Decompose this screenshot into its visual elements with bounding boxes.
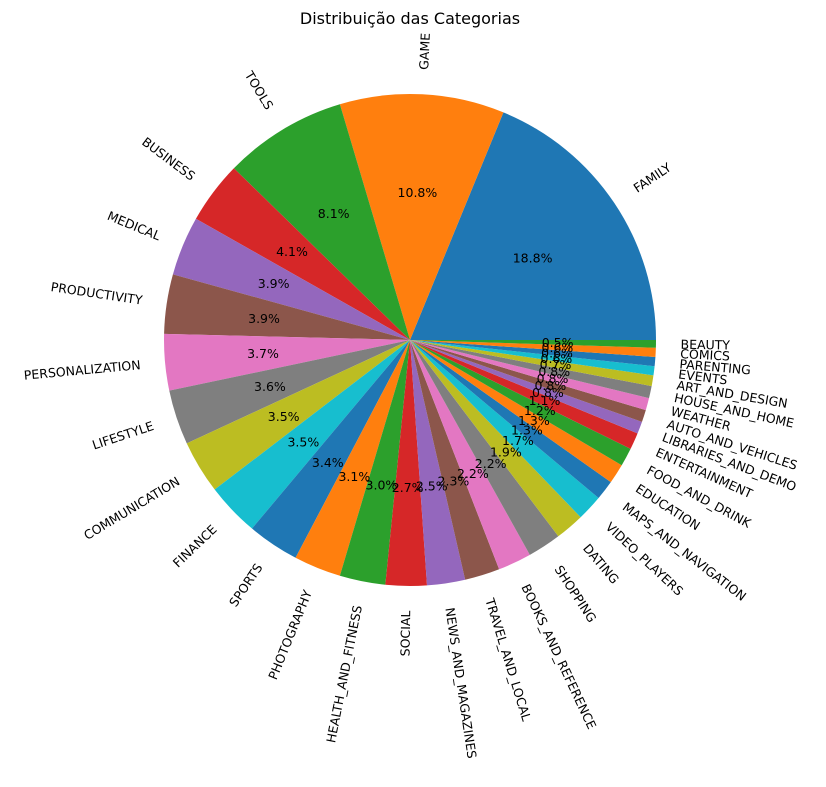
percent-label-food-and-drink: 1.2% bbox=[524, 403, 556, 418]
slice-libraries-and-demo bbox=[410, 340, 642, 434]
slice-education bbox=[410, 340, 622, 483]
percent-label-medical: 3.9% bbox=[258, 276, 290, 291]
category-label-news-and-magazines: NEWS_AND_MAGAZINES bbox=[442, 607, 479, 760]
slice-events bbox=[410, 340, 655, 376]
percent-label-video-players: 1.7% bbox=[502, 433, 534, 448]
category-label-family: FAMILY bbox=[631, 159, 675, 195]
slice-parenting bbox=[410, 340, 656, 367]
chart-title: Distribuição das Categorias bbox=[300, 9, 520, 28]
category-label-personalization: PERSONALIZATION bbox=[23, 357, 141, 383]
slice-books-and-reference bbox=[410, 340, 530, 570]
category-label-medical: MEDICAL bbox=[105, 208, 163, 243]
percent-label-entertainment: 1.1% bbox=[529, 393, 561, 408]
slice-business bbox=[195, 168, 410, 340]
slice-medical bbox=[172, 218, 410, 340]
percent-labels: 18.8% 10.8% 8.1% 4.1% 3.9% 3.9% 3.7% 3.6% 3.5% 3.… bbox=[247, 185, 573, 495]
slice-auto-and-vehicles bbox=[410, 340, 646, 422]
percent-label-art-and-design: 0.7% bbox=[540, 357, 572, 372]
percent-label-travel-and-local: 2.3% bbox=[438, 474, 470, 489]
slice-house-and-home bbox=[410, 340, 652, 399]
category-label-productivity: PRODUCTIVITY bbox=[50, 279, 144, 307]
percent-label-lifestyle: 3.6% bbox=[254, 379, 286, 394]
slice-art-and-design bbox=[410, 340, 654, 387]
category-label-parenting: PARENTING bbox=[679, 356, 752, 377]
percent-label-social: 2.7% bbox=[392, 480, 424, 495]
percent-label-business: 4.1% bbox=[276, 244, 308, 259]
percent-label-sports: 3.4% bbox=[312, 455, 344, 470]
slice-maps-and-navigation bbox=[410, 340, 611, 498]
slice-game bbox=[339, 93, 504, 341]
slice-lifestyle bbox=[169, 340, 410, 444]
percent-label-productivity: 3.9% bbox=[248, 311, 280, 326]
percent-label-shopping: 2.2% bbox=[475, 456, 507, 471]
category-label-sports: SPORTS bbox=[226, 561, 266, 610]
percent-label-beauty: 0.5% bbox=[542, 335, 574, 350]
percent-label-events: 0.6% bbox=[541, 351, 573, 366]
percent-label-books-and-reference: 2.2% bbox=[457, 466, 489, 481]
slice-beauty bbox=[410, 340, 656, 348]
percent-label-game: 10.8% bbox=[398, 185, 438, 200]
category-label-game: GAME bbox=[416, 32, 433, 70]
category-label-finance: FINANCE bbox=[170, 522, 220, 571]
slice-personalization bbox=[164, 333, 410, 391]
percent-label-health-and-fitness: 3.0% bbox=[366, 477, 398, 492]
slice-health-and-fitness bbox=[339, 340, 410, 585]
percent-label-finance: 3.5% bbox=[287, 435, 319, 450]
slice-social bbox=[385, 340, 427, 586]
percent-label-family: 18.8% bbox=[513, 250, 553, 265]
slice-tools bbox=[233, 104, 410, 340]
percent-label-auto-and-vehicles: 0.8% bbox=[534, 378, 566, 393]
percent-label-education: 1.3% bbox=[518, 413, 550, 428]
percent-label-news-and-magazines: 2.5% bbox=[416, 478, 448, 493]
percent-label-libraries-and-demo: 0.8% bbox=[532, 385, 564, 400]
category-label-tools: TOOLS bbox=[241, 68, 276, 113]
slice-travel-and-local bbox=[410, 340, 500, 580]
percent-label-communication: 3.5% bbox=[268, 409, 300, 424]
category-label-business: BUSINESS bbox=[139, 134, 198, 184]
slice-food-and-drink bbox=[410, 340, 631, 466]
slice-weather bbox=[410, 340, 650, 411]
slice-news-and-magazines bbox=[410, 340, 466, 586]
category-label-video-players: VIDEO_PLAYERS bbox=[603, 519, 687, 598]
slice-photography bbox=[295, 340, 410, 576]
percent-label-personalization: 3.7% bbox=[247, 346, 279, 361]
slice-finance bbox=[214, 340, 410, 529]
category-label-events: EVENTS bbox=[678, 366, 729, 387]
slice-dating bbox=[410, 340, 581, 537]
slice-comics bbox=[410, 340, 656, 357]
pie-slices bbox=[164, 93, 656, 586]
slice-sports bbox=[252, 340, 410, 558]
slice-communication bbox=[186, 340, 410, 490]
slice-productivity bbox=[164, 274, 410, 340]
percent-label-dating: 1.9% bbox=[490, 445, 522, 460]
category-label-beauty: BEAUTY bbox=[680, 337, 730, 353]
category-label-health-and-fitness: HEALTH_AND_FITNESS bbox=[323, 604, 365, 744]
category-label-dating: DATING bbox=[580, 541, 622, 587]
slice-video-players bbox=[410, 340, 599, 518]
slice-entertainment bbox=[410, 340, 638, 449]
category-label-shopping: SHOPPING bbox=[552, 563, 600, 626]
category-label-photography: PHOTOGRAPHY bbox=[265, 587, 315, 681]
slice-shopping bbox=[410, 340, 559, 555]
percent-label-house-and-home: 0.8% bbox=[538, 364, 570, 379]
percent-label-parenting: 0.6% bbox=[541, 345, 573, 360]
category-label-communication: COMMUNICATION bbox=[81, 474, 182, 543]
category-label-social: SOCIAL bbox=[398, 610, 414, 656]
percent-label-maps-and-navigation: 1.3% bbox=[511, 423, 543, 438]
category-label-lifestyle: LIFESTYLE bbox=[90, 418, 155, 452]
percent-label-weather: 0.8% bbox=[537, 371, 569, 386]
percent-label-comics: 0.6% bbox=[542, 340, 574, 355]
category-label-travel-and-local: TRAVEL_AND_LOCAL bbox=[482, 595, 534, 722]
percent-label-photography: 3.1% bbox=[338, 469, 370, 484]
category-label-comics: COMICS bbox=[680, 346, 730, 363]
slice-family bbox=[410, 112, 656, 341]
percent-label-tools: 8.1% bbox=[318, 206, 350, 221]
